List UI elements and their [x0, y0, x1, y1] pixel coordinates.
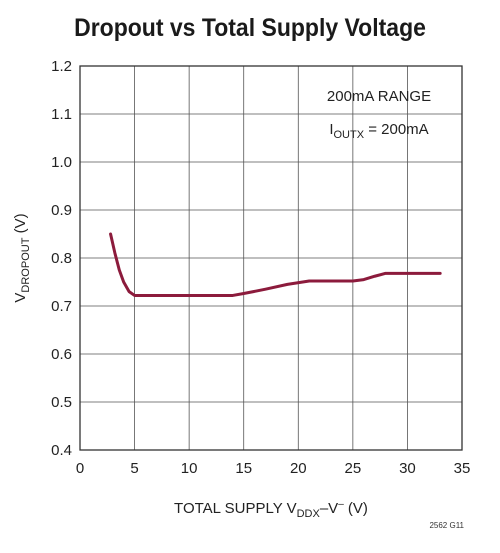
y-tick-label: 0.7 — [51, 298, 72, 315]
y-tick-labels: 0.4 0.5 0.6 0.7 0.8 0.9 1.0 1.1 1.2 — [51, 58, 72, 459]
y-tick-label: 1.1 — [51, 106, 72, 123]
x-tick-label: 25 — [345, 460, 362, 477]
y-tick-label: 0.5 — [51, 394, 72, 411]
x-tick-label: 0 — [76, 460, 84, 477]
x-axis-label: TOTAL SUPPLY VDDX–V– (V) — [174, 499, 368, 520]
annotation-range: 200mA RANGE — [327, 88, 431, 105]
y-axis-label: VDROPOUT (V) — [12, 213, 32, 302]
x-tick-label: 10 — [181, 460, 198, 477]
annotation-current: IOUTX = 200mA — [329, 121, 428, 141]
figure-id: 2562 G11 — [429, 521, 464, 530]
y-tick-label: 0.8 — [51, 250, 72, 267]
plot-frame — [79, 65, 463, 451]
x-tick-label: 5 — [130, 460, 138, 477]
y-tick-label: 0.4 — [51, 442, 72, 459]
x-tick-labels: 0 5 10 15 20 25 30 35 — [76, 460, 471, 477]
x-tick-label: 35 — [454, 460, 471, 477]
y-tick-label: 0.9 — [51, 202, 72, 219]
series-line — [109, 232, 442, 297]
chart-title: Dropout vs Total Supply Voltage — [74, 14, 426, 42]
y-tick-label: 0.6 — [51, 346, 72, 363]
x-tick-label: 15 — [235, 460, 252, 477]
x-tick-label: 20 — [290, 460, 307, 477]
y-tick-label: 1.2 — [51, 58, 72, 75]
x-tick-label: 30 — [399, 460, 416, 477]
y-tick-label: 1.0 — [51, 154, 72, 171]
series-layer — [109, 232, 442, 297]
